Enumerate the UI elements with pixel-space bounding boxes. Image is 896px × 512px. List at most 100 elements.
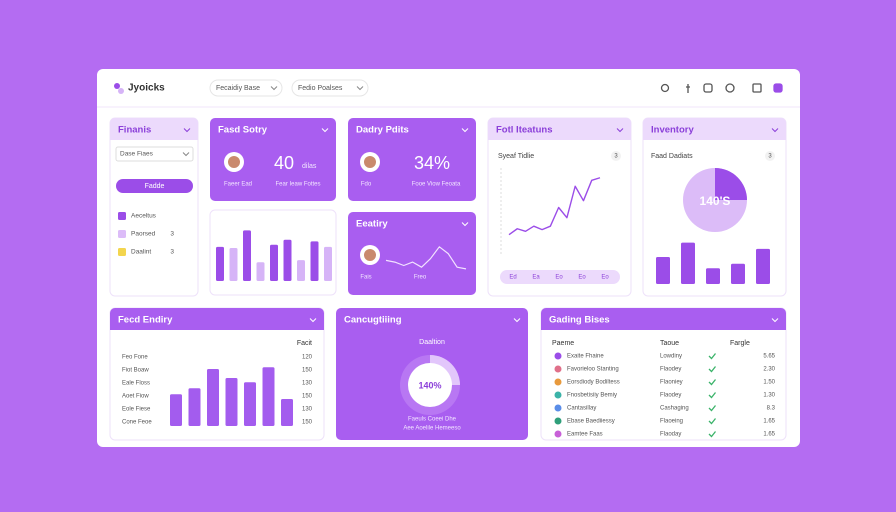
badge-label: 3 — [768, 154, 772, 160]
toolbar-icons[interactable] — [660, 83, 783, 93]
cell: Cashaging — [660, 406, 689, 412]
panel-title: Gading Bises — [549, 315, 610, 326]
check-icon — [708, 431, 717, 438]
cell: Favorieloo Stanting — [567, 367, 619, 373]
chevron — [183, 128, 191, 133]
stat-value: 40 — [274, 153, 294, 173]
axis-label: Ed — [509, 275, 516, 281]
bar — [225, 378, 238, 426]
note: Aee Aoelile Hemeeso — [403, 426, 461, 432]
bar — [216, 246, 224, 281]
row-icon — [554, 417, 562, 425]
select-label: Dase Fiaes — [120, 151, 154, 158]
panel — [487, 117, 632, 297]
bar — [243, 230, 251, 281]
bar — [297, 260, 305, 281]
button[interactable] — [116, 179, 193, 193]
check-icon — [708, 405, 717, 412]
legend-label: Paorsed — [131, 231, 156, 238]
chevron — [616, 128, 624, 133]
cell: Flaodey — [660, 367, 681, 373]
dropdown-label: Fedio Poalses — [298, 85, 343, 92]
panel-title: Eeatiry — [356, 219, 388, 230]
chevron — [309, 318, 317, 323]
bar — [310, 241, 319, 281]
legend-label: Aeceltus — [131, 213, 157, 220]
badge — [611, 151, 621, 161]
pie-label: 140'S — [700, 194, 731, 208]
row-icon — [554, 404, 562, 412]
bar — [756, 248, 770, 284]
panel-title: Inventory — [651, 125, 694, 136]
bar — [281, 399, 293, 426]
chevron — [270, 86, 278, 91]
check-icon — [708, 392, 717, 399]
stat-note: Fais — [360, 275, 371, 281]
bar — [706, 268, 720, 284]
stat-note: Fdo — [361, 182, 372, 188]
logo: Jyoicks — [128, 83, 165, 94]
badge-label: 3 — [614, 154, 618, 160]
bar — [270, 244, 278, 281]
cell: Exaite Fhaine — [567, 354, 604, 360]
cell: Flaoniey — [660, 380, 683, 386]
bar — [244, 382, 256, 426]
bar — [188, 388, 201, 426]
note: Faeuls Coeei Dhe — [408, 417, 457, 423]
cell: Fnosbetisiiy Bemiy — [567, 393, 617, 399]
dropdown-label: Fecaidiy Base — [216, 85, 260, 92]
donut-label: 140% — [418, 380, 441, 390]
chevron — [461, 128, 469, 133]
axis-label: Ea — [532, 275, 540, 281]
panel-header — [541, 308, 786, 330]
cell: Flaoeing — [660, 419, 683, 425]
panel — [109, 117, 199, 297]
chevron — [461, 222, 469, 227]
dropdown[interactable] — [291, 79, 369, 97]
chevron — [513, 318, 521, 323]
cell: 1.65 — [763, 432, 775, 438]
row-label: Cone Feoe — [122, 420, 152, 426]
chevron — [321, 128, 329, 133]
select[interactable] — [115, 146, 194, 162]
row-icon — [554, 430, 562, 438]
panel — [210, 118, 336, 201]
cell: Lowdiny — [660, 354, 682, 360]
bar — [256, 262, 265, 281]
bar — [283, 239, 292, 281]
panel-header — [488, 118, 631, 140]
stat-value: 34% — [414, 153, 450, 173]
column-header: Taoue — [660, 340, 679, 347]
donut-hole — [408, 363, 452, 407]
chart-subtitle: Syeaf Tidlie — [498, 153, 534, 160]
stat-note: Fooe Viow Feoata — [412, 182, 461, 188]
cell: 1.30 — [763, 393, 775, 399]
panel-title: Fotl Iteatuns — [496, 125, 552, 136]
bar — [262, 367, 275, 426]
row-label: Fiot Boaw — [122, 368, 149, 374]
bar — [681, 242, 695, 284]
row-value: 130 — [302, 381, 313, 387]
check-icon — [708, 353, 717, 360]
logo-icon — [114, 83, 124, 94]
bar — [731, 263, 745, 284]
row-icon — [554, 378, 562, 386]
row-value: 150 — [302, 368, 313, 374]
row-label: Eale Floss — [122, 381, 150, 387]
cell: Eamtee Faas — [567, 432, 603, 438]
bar — [170, 394, 182, 426]
dropdown[interactable] — [209, 79, 283, 97]
cell: 1.65 — [763, 419, 775, 425]
bar — [207, 369, 219, 426]
bar — [324, 246, 332, 281]
cell: 2.30 — [763, 367, 775, 373]
button-label: Fadde — [145, 183, 165, 190]
chart-subtitle: Faad Dadiats — [651, 153, 693, 160]
axis-label: Eo — [601, 275, 609, 281]
chevron — [771, 128, 779, 133]
column-header: Facit — [297, 340, 312, 347]
row-label: Feo Fone — [122, 355, 148, 361]
cell: Cantasillay — [567, 406, 596, 412]
panel-title: Finanis — [118, 125, 151, 136]
